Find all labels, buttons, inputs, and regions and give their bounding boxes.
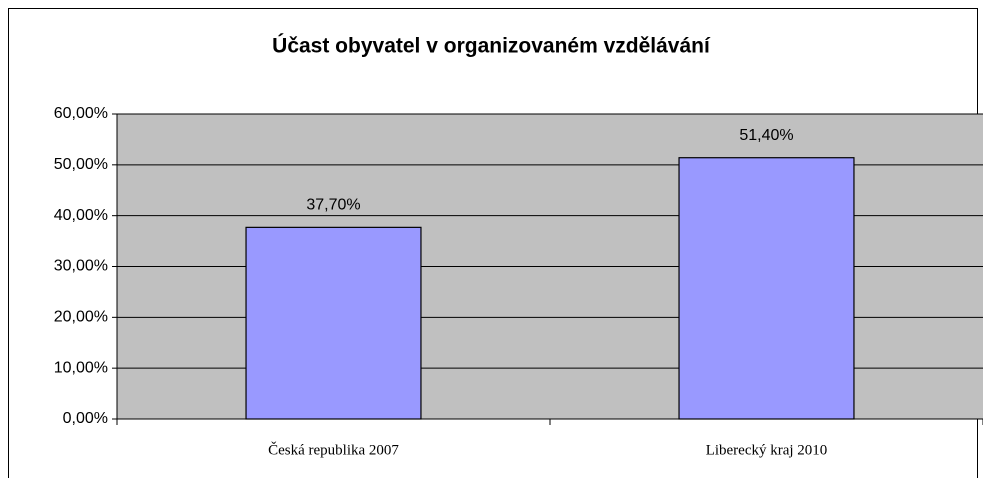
y-tick-label: 50,00% [54, 156, 108, 173]
y-tick-label: 40,00% [54, 207, 108, 224]
y-tick-label: 10,00% [54, 359, 108, 376]
bar [245, 226, 422, 420]
y-tick-label: 60,00% [54, 105, 108, 122]
y-tick-label: 30,00% [54, 258, 108, 275]
x-tick-label: Liberecký kraj 2010 [706, 442, 828, 458]
chart-title: Účast obyvatel v organizovaném vzděláván… [272, 34, 711, 58]
y-tick-label: 0,00% [63, 410, 108, 427]
data-label: 51,40% [739, 127, 793, 144]
bar [678, 157, 855, 420]
x-tick-label: Česká republika 2007 [268, 441, 399, 458]
data-label: 37,70% [306, 197, 360, 214]
y-tick-label: 20,00% [54, 309, 108, 326]
